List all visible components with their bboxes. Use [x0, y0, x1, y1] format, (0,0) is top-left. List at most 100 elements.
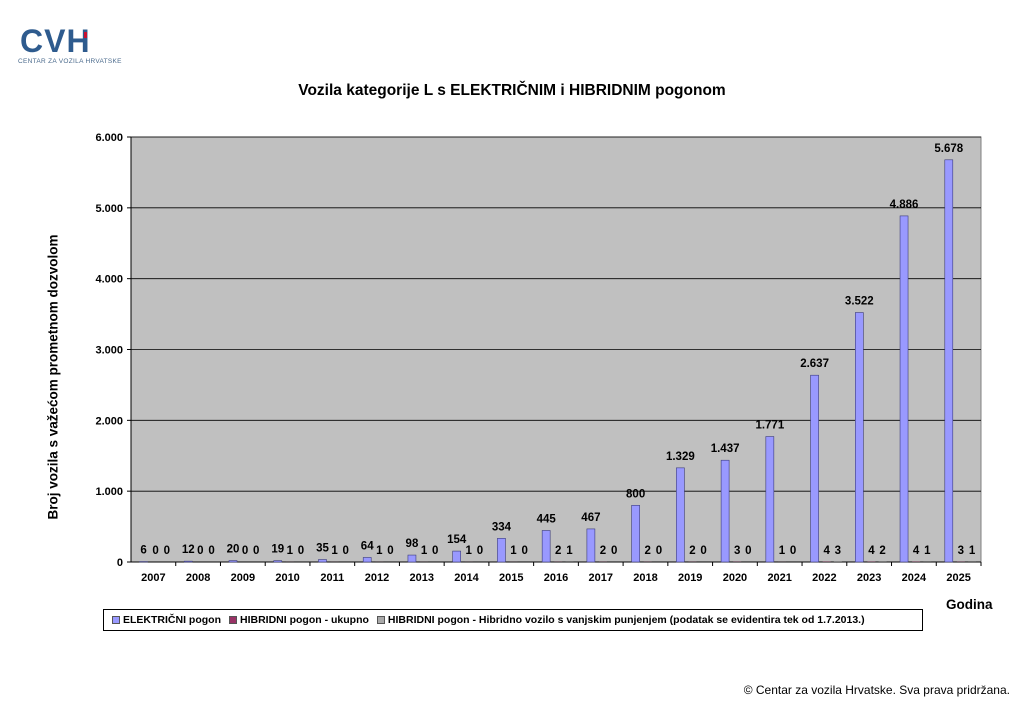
logo-accent — [84, 32, 87, 38]
data-label: 0 — [164, 545, 170, 557]
y-tick-label: 4.000 — [95, 274, 123, 286]
y-tick-label: 2.000 — [95, 415, 123, 427]
x-tick-label: 2007 — [141, 572, 165, 584]
bar-series-0 — [810, 374, 819, 563]
y-tick-label: 5.000 — [95, 203, 123, 215]
data-label: 2 — [879, 545, 885, 557]
x-tick-label: 2014 — [454, 572, 479, 584]
bar-series-0 — [765, 436, 775, 563]
data-label: 98 — [406, 538, 419, 550]
data-label: 0 — [432, 545, 438, 557]
data-label: 0 — [477, 545, 483, 557]
x-tick-label: 2011 — [320, 572, 344, 584]
legend-label-hybrid-total: HIBRIDNI pogon - ukupno — [240, 614, 369, 626]
y-tick-label: 6.000 — [95, 132, 123, 144]
bar-series-0 — [944, 159, 954, 563]
legend-item-hybrid-total: HIBRIDNI pogon - ukupno — [229, 614, 369, 626]
data-label: 1 — [466, 545, 473, 557]
data-label: 800 — [626, 488, 645, 500]
data-label: 1.437 — [711, 443, 740, 455]
data-label: 3.522 — [845, 296, 874, 308]
data-label: 0 — [208, 545, 214, 557]
data-label: 2 — [689, 545, 695, 557]
data-label: 4 — [913, 545, 920, 557]
data-label: 5.678 — [934, 143, 963, 155]
legend-item-electric: ELEKTRIČNI pogon — [112, 614, 221, 626]
data-label: 1 — [924, 545, 931, 557]
data-label: 1.329 — [666, 451, 695, 463]
copyright-notice: © Centar za vozila Hrvatske. Sva prava p… — [743, 683, 1010, 697]
x-tick-label: 2020 — [723, 572, 747, 584]
data-label: 154 — [447, 534, 467, 546]
data-label: 445 — [537, 513, 557, 525]
chart-title: Vozila kategorije L s ELEKTRIČNIM i HIBR… — [298, 82, 726, 99]
data-label: 1 — [510, 545, 517, 557]
bar-series-0 — [183, 560, 193, 563]
x-tick-label: 2012 — [365, 572, 389, 584]
legend-item-hybrid-plugin: HIBRIDNI pogon - Hibridno vozilo s vanjs… — [376, 614, 865, 626]
x-tick-label: 2025 — [946, 572, 970, 584]
bar-series-0 — [497, 538, 506, 563]
data-label: 1 — [331, 545, 338, 557]
data-label: 0 — [521, 545, 527, 557]
data-label: 0 — [242, 545, 248, 557]
x-tick-label: 2021 — [767, 572, 791, 584]
x-tick-label: 2016 — [544, 572, 568, 584]
data-label: 2.637 — [800, 358, 829, 370]
data-label: 2 — [645, 545, 651, 557]
logo-text: CVH — [20, 23, 91, 59]
bar-series-0 — [407, 554, 417, 563]
data-label: 467 — [581, 512, 600, 524]
data-label: 4 — [868, 545, 875, 557]
data-label: 20 — [227, 544, 240, 556]
bar-series-0 — [362, 557, 372, 563]
bar-series-0 — [541, 530, 551, 563]
bar-series-0 — [586, 528, 596, 563]
data-label: 1 — [779, 545, 786, 557]
bar-series-0 — [899, 215, 909, 563]
data-label: 0 — [745, 545, 751, 557]
data-label: 334 — [492, 521, 512, 533]
data-label: 12 — [182, 544, 195, 556]
data-label: 2 — [600, 545, 606, 557]
data-label: 2 — [555, 545, 561, 557]
bar-series-0 — [273, 560, 283, 563]
data-label: 1 — [566, 545, 573, 557]
x-tick-label: 2015 — [499, 572, 523, 584]
data-label: 1 — [376, 545, 383, 557]
data-label: 0 — [152, 545, 158, 557]
x-tick-label: 2009 — [231, 572, 255, 584]
data-label: 1.771 — [755, 420, 784, 432]
legend-label-electric: ELEKTRIČNI pogon — [123, 614, 221, 626]
x-tick-label: 2013 — [410, 572, 434, 584]
data-label: 3 — [835, 545, 841, 557]
x-tick-label: 2010 — [275, 572, 299, 584]
data-label: 4 — [823, 545, 830, 557]
legend: ELEKTRIČNI pogon HIBRIDNI pogon - ukupno… — [103, 609, 923, 631]
data-label: 1 — [969, 545, 976, 557]
data-label: 0 — [298, 545, 304, 557]
data-label: 1 — [287, 545, 294, 557]
data-label: 0 — [790, 545, 796, 557]
data-label: 3 — [958, 545, 964, 557]
data-label: 3 — [734, 545, 740, 557]
bar-series-0 — [452, 550, 461, 563]
legend-swatch-electric — [112, 616, 120, 624]
legend-label-hybrid-plugin: HIBRIDNI pogon - Hibridno vozilo s vanjs… — [387, 614, 865, 626]
legend-swatch-hybrid-plugin — [376, 616, 385, 624]
data-label: 0 — [611, 545, 617, 557]
y-tick-label: 0 — [117, 557, 123, 569]
bar-series-0 — [676, 467, 685, 563]
data-label: 35 — [316, 543, 329, 555]
legend-swatch-hybrid-total — [229, 616, 237, 624]
x-tick-label: 2017 — [588, 572, 612, 584]
data-label: 6 — [140, 545, 146, 557]
data-label: 0 — [197, 545, 203, 557]
x-tick-label: 2024 — [902, 572, 927, 584]
data-label: 0 — [387, 545, 393, 557]
x-tick-label: 2018 — [633, 572, 657, 584]
x-tick-label: 2023 — [857, 572, 881, 584]
data-label: 64 — [361, 540, 374, 552]
bar-series-0 — [228, 560, 238, 563]
